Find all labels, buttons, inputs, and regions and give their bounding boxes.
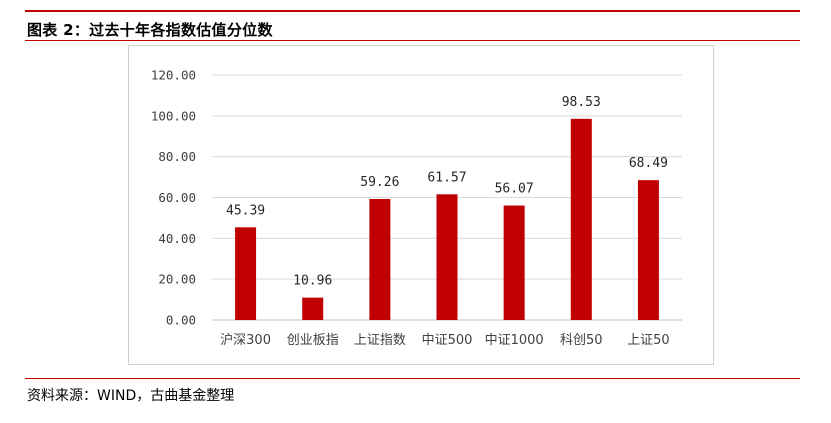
bar (503, 205, 525, 320)
x-tick-label: 创业板指 (287, 333, 339, 348)
figure-title: 图表 2：过去十年各指数估值分位数 (27, 21, 273, 39)
y-tick-label: 60.00 (158, 190, 196, 205)
data-label: 68.49 (629, 156, 668, 171)
chart-frame (128, 45, 714, 365)
data-label: 10.96 (293, 274, 332, 289)
x-tick-label: 沪深300 (220, 332, 271, 348)
y-tick-label: 80.00 (158, 149, 196, 164)
bar (637, 180, 659, 320)
source-rule (25, 378, 800, 379)
title-underline (25, 40, 800, 41)
bar (436, 194, 458, 320)
bar (570, 118, 592, 320)
data-label: 45.39 (226, 203, 265, 218)
x-tick-label: 科创50 (560, 333, 603, 348)
y-tick-label: 0.00 (166, 313, 196, 328)
bar (235, 227, 257, 320)
y-tick-label: 20.00 (158, 272, 196, 287)
y-tick-label: 120.00 (151, 68, 196, 83)
x-tick-label: 上证50 (627, 333, 670, 348)
bar (369, 199, 391, 320)
data-label: 98.53 (562, 95, 601, 110)
data-label: 59.26 (360, 175, 399, 190)
y-tick-label: 100.00 (151, 108, 196, 123)
x-tick-label: 上证指数 (354, 333, 406, 348)
bar (302, 297, 324, 320)
data-label: 56.07 (495, 182, 534, 197)
source-note: 资料来源：WIND，古曲基金整理 (27, 388, 235, 404)
y-tick-label: 40.00 (158, 231, 196, 246)
x-tick-label: 中证1000 (485, 333, 544, 348)
data-label: 61.57 (427, 170, 466, 185)
x-tick-label: 中证500 (422, 333, 473, 348)
top-rule (25, 10, 800, 12)
